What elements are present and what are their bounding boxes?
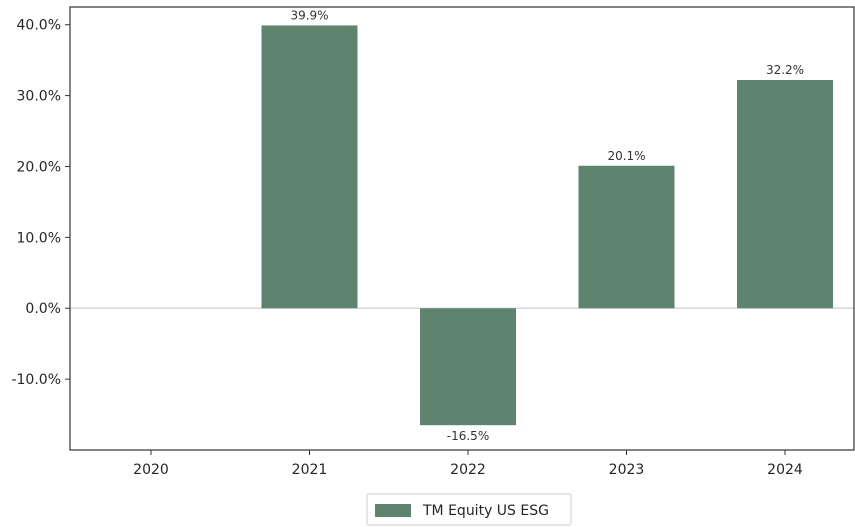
- x-tick-label: 2023: [609, 462, 645, 478]
- bar-2024: [737, 80, 833, 309]
- bar-2023: [578, 165, 675, 309]
- y-tick-label: 0.0%: [25, 301, 61, 317]
- bar-2022: [420, 308, 516, 426]
- data-label-2024: 32.2%: [766, 63, 804, 77]
- legend-label: TM Equity US ESG: [422, 503, 549, 519]
- data-label-2021: 39.9%: [290, 8, 328, 22]
- y-tick-label: -10.0%: [11, 372, 61, 388]
- legend-box: [366, 493, 572, 526]
- x-tick-label: 2022: [450, 462, 486, 478]
- legend: TM Equity US ESG: [366, 493, 572, 526]
- data-label-2023: 20.1%: [607, 149, 645, 163]
- data-label-2022: -16.5%: [447, 429, 489, 443]
- y-tick-label: 40.0%: [17, 18, 61, 34]
- y-tick-label: 20.0%: [17, 159, 61, 175]
- legend-swatch: [375, 504, 411, 517]
- bar-2021: [261, 25, 358, 309]
- x-tick-label: 2021: [292, 462, 328, 478]
- x-tick-label: 2020: [133, 462, 169, 478]
- x-tick-label: 2024: [767, 462, 803, 478]
- y-tick-label: 10.0%: [17, 230, 61, 246]
- y-tick-label: 30.0%: [17, 89, 61, 105]
- plot-area-frame: [69, 6, 855, 451]
